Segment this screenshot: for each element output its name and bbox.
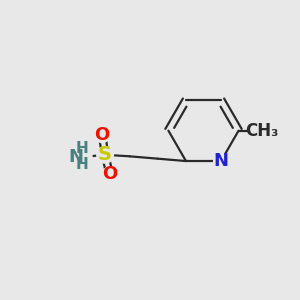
Circle shape — [102, 167, 117, 181]
Text: S: S — [98, 145, 112, 164]
Text: O: O — [94, 127, 110, 145]
Circle shape — [70, 146, 92, 169]
Text: N: N — [69, 148, 84, 166]
Text: N: N — [214, 152, 229, 170]
Circle shape — [214, 154, 229, 169]
Text: CH₃: CH₃ — [245, 122, 278, 140]
Circle shape — [97, 146, 113, 163]
Text: H: H — [75, 158, 88, 172]
Circle shape — [95, 128, 109, 142]
Text: O: O — [102, 165, 117, 183]
Text: H: H — [75, 141, 88, 156]
Circle shape — [250, 119, 273, 142]
